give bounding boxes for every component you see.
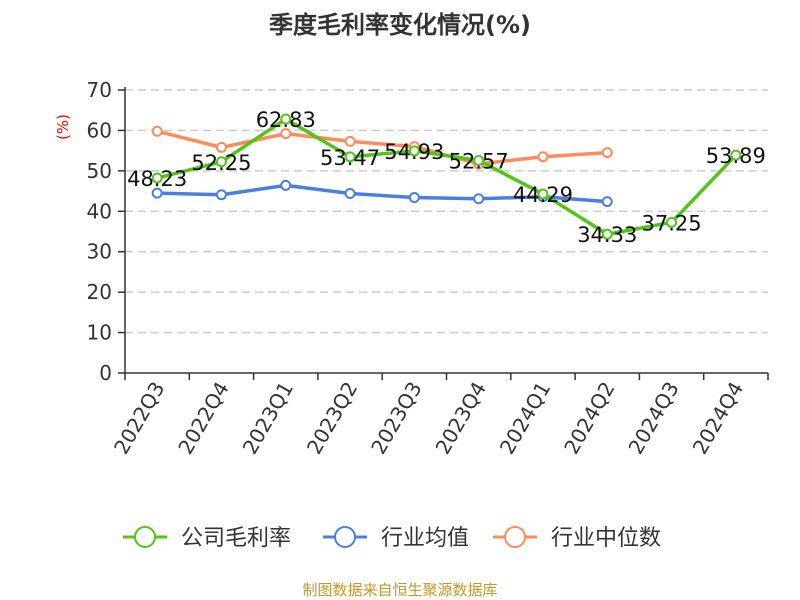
data-point	[215, 189, 227, 201]
legend-marker-icon	[334, 526, 356, 548]
footer-source: 制图数据来自恒生聚源数据库	[302, 581, 497, 599]
data-label: 48.23	[127, 167, 187, 191]
data-point	[280, 179, 292, 191]
legend-marker-icon	[134, 526, 156, 548]
data-point	[473, 193, 485, 205]
data-label: 62.83	[256, 108, 316, 132]
legend-label: 行业中位数	[551, 526, 661, 551]
data-label: 37.25	[641, 211, 701, 235]
y-tick-label: 50	[87, 159, 112, 183]
y-tick-label: 20	[87, 280, 112, 304]
data-point	[280, 113, 292, 125]
data-point	[215, 156, 227, 168]
y-tick-label: 40	[87, 199, 112, 223]
data-label: 52.57	[449, 149, 509, 173]
data-point	[730, 149, 742, 161]
data-point	[344, 187, 356, 199]
data-label: 44.29	[513, 183, 573, 207]
x-tick-label: 2023Q3	[366, 378, 426, 459]
data-point	[601, 196, 613, 208]
x-tick-label: 2023Q1	[238, 378, 298, 459]
legend-label: 行业均值	[381, 526, 469, 551]
data-point	[666, 216, 678, 228]
data-point	[408, 192, 420, 204]
data-point	[344, 151, 356, 163]
y-axis-label: (%)	[54, 114, 72, 140]
data-label: 53.89	[706, 144, 766, 168]
legend-marker-icon	[504, 526, 526, 548]
chart-title: 季度毛利率变化情况(%)	[269, 11, 531, 39]
y-tick-label: 0	[99, 361, 112, 385]
data-point	[151, 187, 163, 199]
legend-label: 公司毛利率	[181, 526, 291, 551]
x-tick-label: 2024Q2	[559, 378, 619, 459]
x-tick-label: 2023Q4	[431, 378, 491, 459]
data-label: 52.25	[191, 151, 251, 175]
data-point	[537, 188, 549, 200]
data-point	[280, 128, 292, 140]
x-tick-label: 2024Q1	[495, 378, 555, 459]
data-point	[601, 147, 613, 159]
data-point	[473, 154, 485, 166]
data-label: 53.47	[320, 146, 380, 170]
y-tick-label: 30	[87, 240, 112, 264]
data-point	[151, 125, 163, 137]
x-tick-label: 2022Q3	[109, 378, 169, 459]
x-tick-label: 2024Q4	[688, 378, 748, 459]
series-line-0	[156, 117, 738, 236]
x-tick-label: 2022Q4	[173, 378, 233, 459]
data-point	[537, 151, 549, 163]
series-line-2	[156, 129, 608, 166]
x-tick-label: 2024Q3	[623, 378, 683, 459]
data-point	[344, 135, 356, 147]
data-label: 54.93	[384, 140, 444, 164]
data-point	[601, 228, 613, 240]
y-tick-label: 10	[87, 321, 112, 345]
data-point	[151, 172, 163, 184]
data-point	[215, 141, 227, 153]
y-tick-label: 60	[87, 118, 112, 142]
x-tick-label: 2023Q2	[302, 378, 362, 459]
series-line-1	[157, 183, 608, 204]
y-tick-label: 70	[87, 78, 112, 102]
data-label: 34.33	[577, 223, 637, 247]
data-point	[408, 145, 420, 157]
